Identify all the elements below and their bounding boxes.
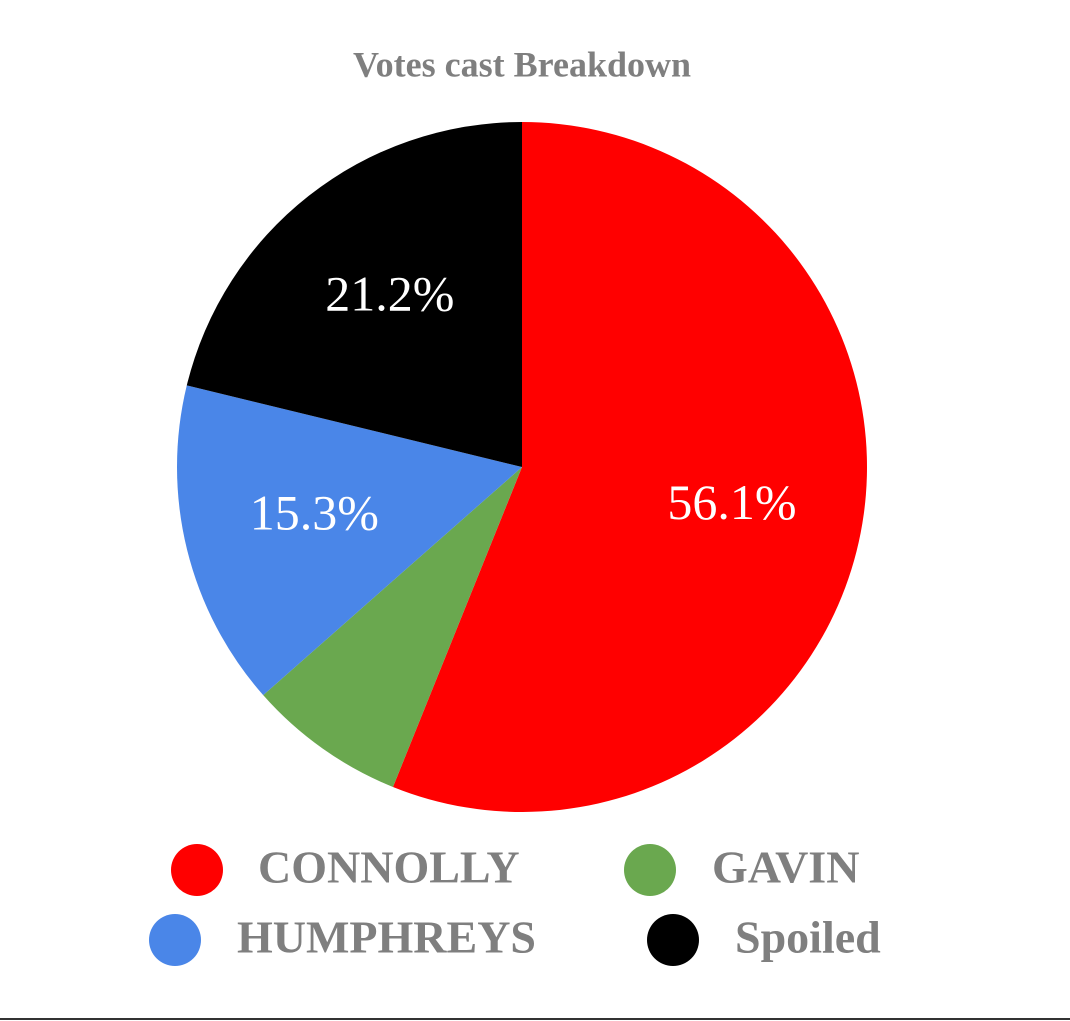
data-label: 56.1% bbox=[667, 474, 796, 530]
legend-label: HUMPHREYS bbox=[237, 912, 536, 963]
pie-slice bbox=[186, 122, 522, 467]
legend-label: GAVIN bbox=[712, 842, 859, 893]
pie-slice bbox=[392, 122, 867, 812]
legend-swatch bbox=[149, 914, 201, 966]
pie-slice bbox=[263, 467, 522, 787]
legend-swatch bbox=[647, 914, 699, 966]
legend-label: CONNOLLY bbox=[258, 842, 520, 893]
legend-swatch bbox=[171, 844, 223, 896]
pie-slice bbox=[176, 385, 522, 696]
legend-swatch bbox=[624, 844, 676, 896]
chart-title: Votes cast Breakdown bbox=[353, 44, 691, 84]
data-label: 21.2% bbox=[325, 265, 454, 321]
legend-label: Spoiled bbox=[735, 912, 881, 963]
data-label: 15.3% bbox=[250, 485, 379, 541]
